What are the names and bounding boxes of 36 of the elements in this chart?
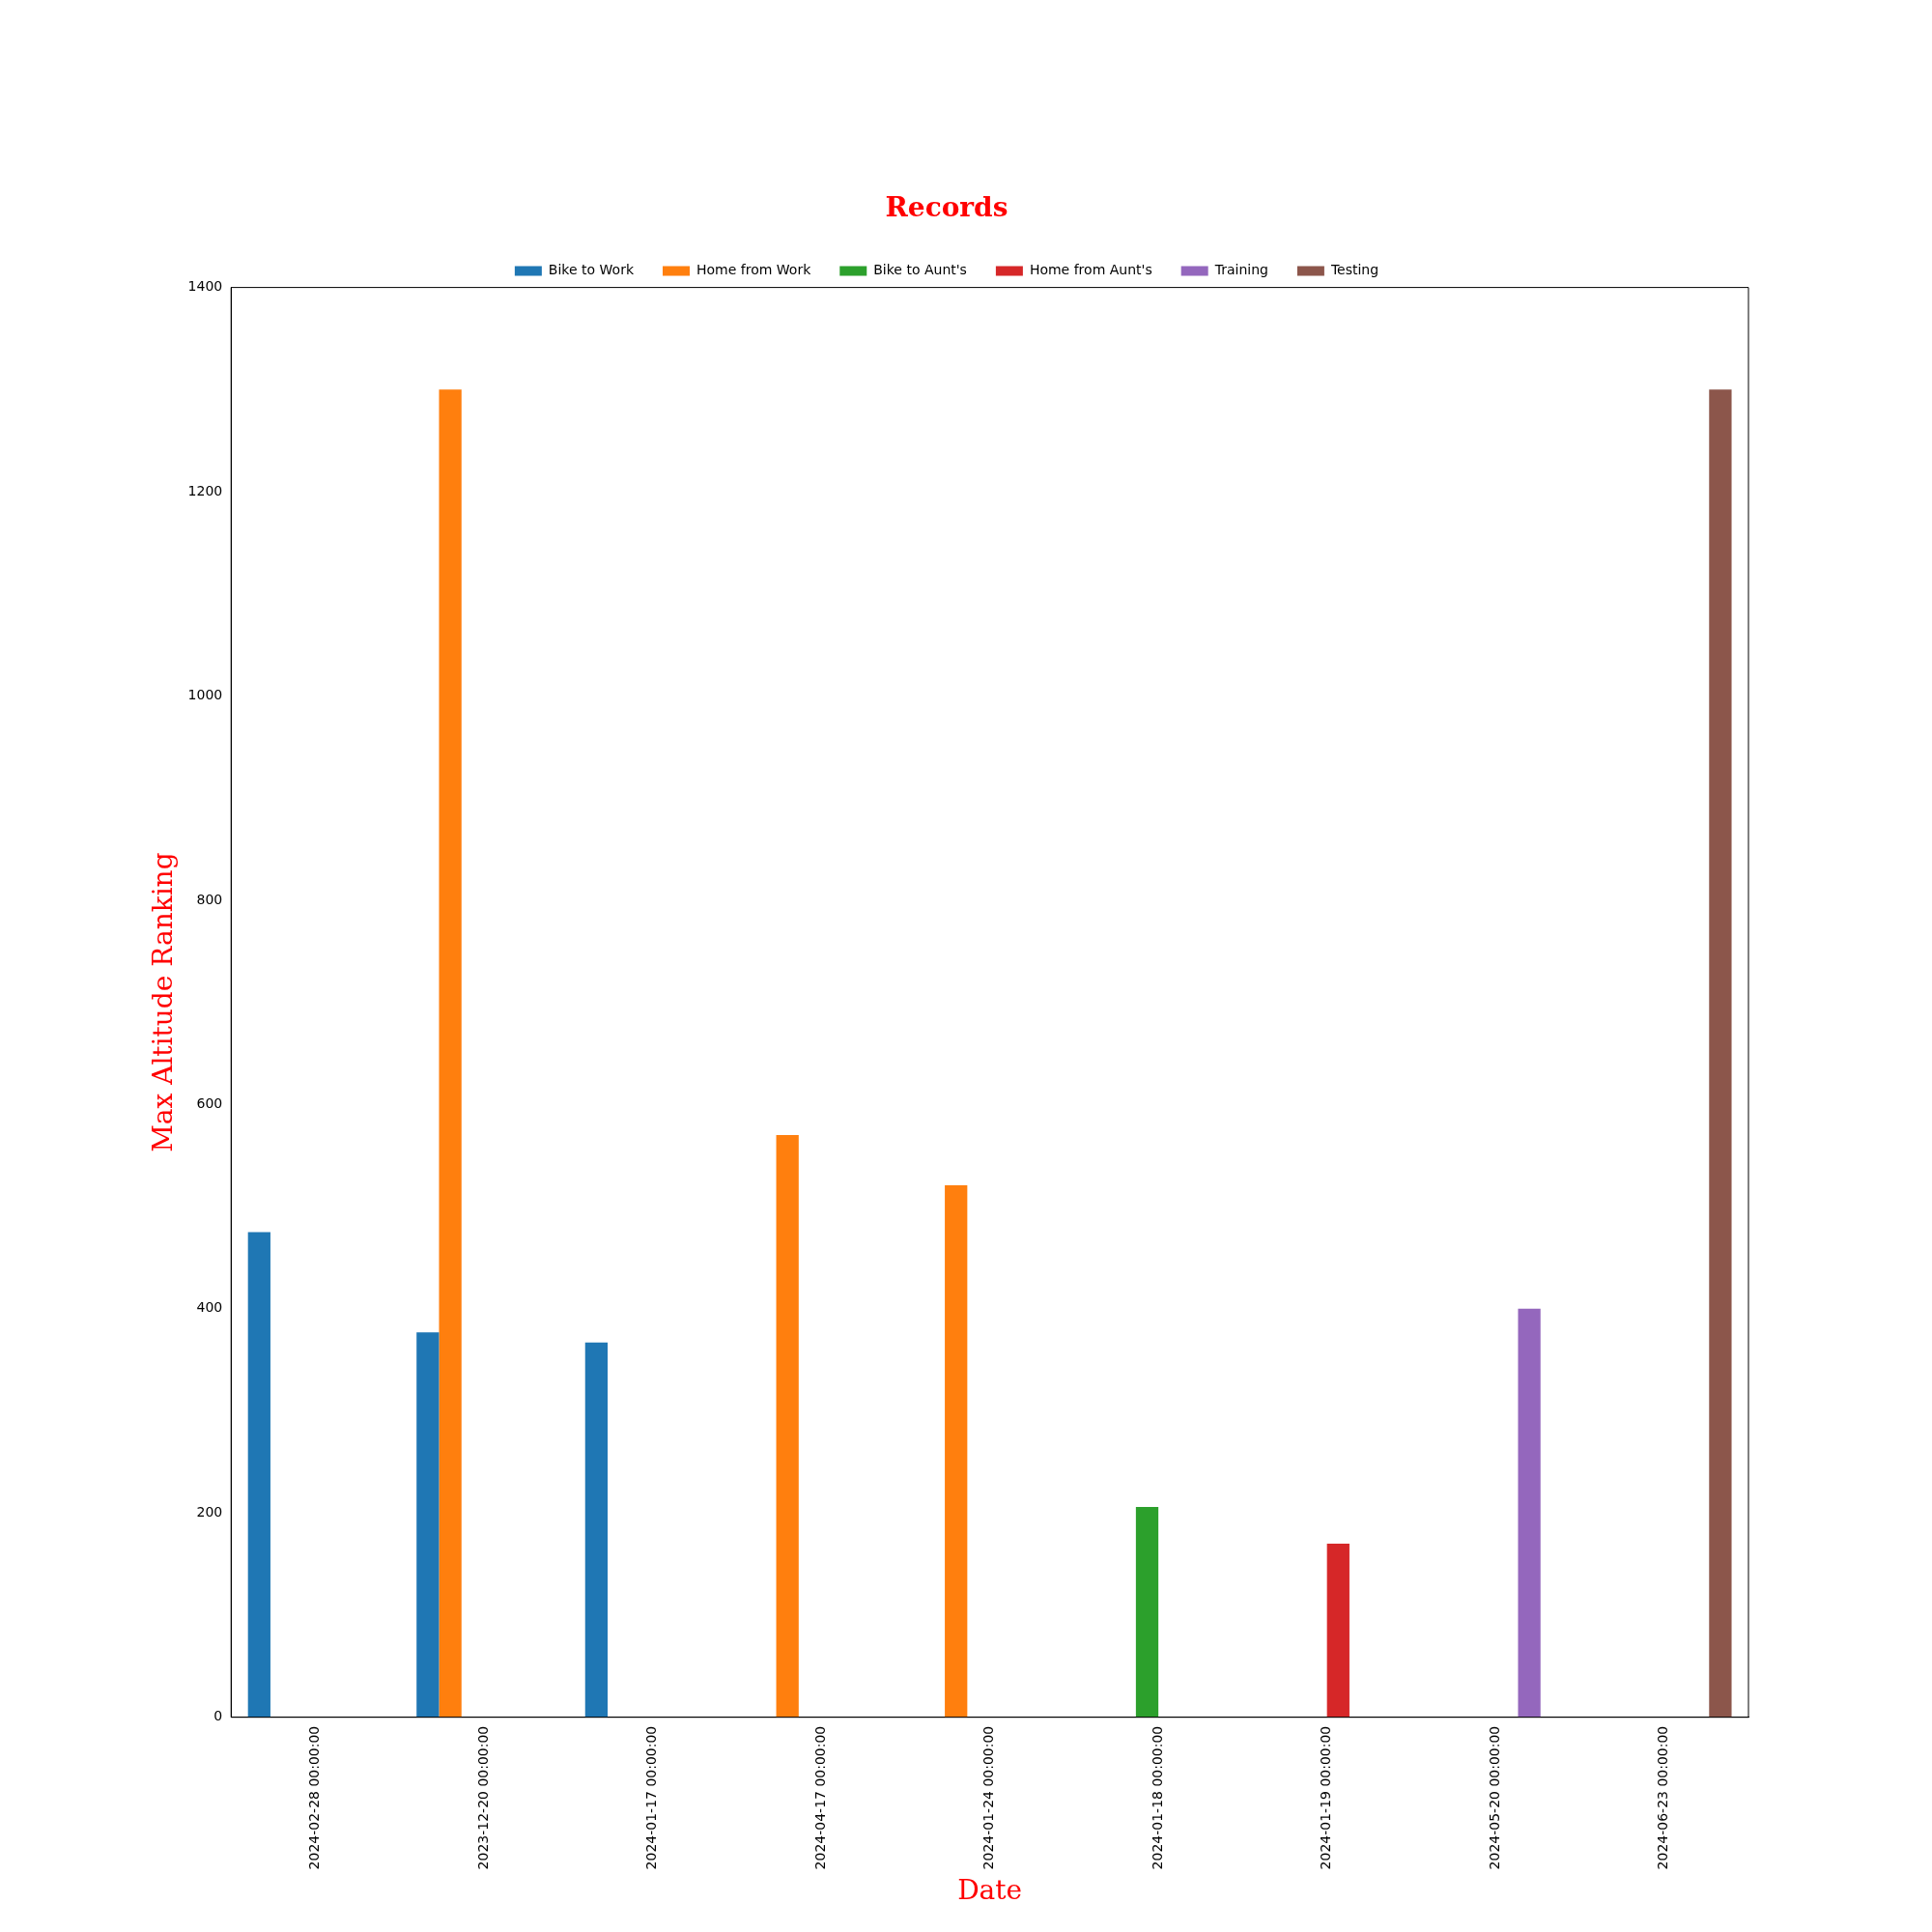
x-tick-label: 2024-05-20 00:00:00 <box>1486 1725 1502 1870</box>
y-tick-label: 1400 <box>187 278 223 295</box>
legend-label: Bike to Aunt's <box>873 262 967 278</box>
y-tick-label: 0 <box>213 1708 223 1724</box>
y-tick-label: 800 <box>196 891 223 907</box>
x-tick-label: 2024-01-24 00:00:00 <box>980 1725 997 1870</box>
x-tick-label: 2024-06-23 00:00:00 <box>1655 1725 1671 1870</box>
legend-label: Home from Aunt's <box>1029 262 1152 278</box>
y-tick-label: 1000 <box>187 687 223 703</box>
x-tick-label: 2024-04-17 00:00:00 <box>811 1725 828 1870</box>
y-axis-title: Max Altitude Ranking <box>147 852 180 1152</box>
x-axis-title: Date <box>957 1874 1023 1907</box>
legend-label: Bike to Work <box>548 262 635 278</box>
x-tick-label: 2024-01-18 00:00:00 <box>1149 1725 1165 1870</box>
bar <box>945 1184 968 1718</box>
bar <box>1135 1506 1159 1718</box>
legend-label: Testing <box>1329 262 1379 278</box>
bar <box>776 1135 799 1718</box>
chart-title: Records <box>885 191 1009 224</box>
bar <box>416 1332 440 1718</box>
y-tick-label: 1200 <box>187 482 223 498</box>
bar <box>1518 1308 1541 1718</box>
x-tick-label: 2024-02-28 00:00:00 <box>306 1725 323 1870</box>
x-tick-label: 2024-01-19 00:00:00 <box>1318 1725 1334 1870</box>
legend-label: Home from Work <box>696 262 812 278</box>
bar <box>247 1232 270 1718</box>
bar <box>439 389 462 1718</box>
x-tick-label: 2023-12-20 00:00:00 <box>474 1725 491 1870</box>
bar <box>1709 389 1732 1718</box>
y-tick-label: 200 <box>196 1503 223 1520</box>
x-tick-label: 2024-01-17 00:00:00 <box>643 1725 660 1870</box>
bar <box>1326 1543 1350 1718</box>
legend-label: Training <box>1213 262 1268 278</box>
bar <box>584 1342 609 1718</box>
y-tick-label: 600 <box>196 1095 223 1112</box>
y-tick-label: 400 <box>196 1299 223 1316</box>
